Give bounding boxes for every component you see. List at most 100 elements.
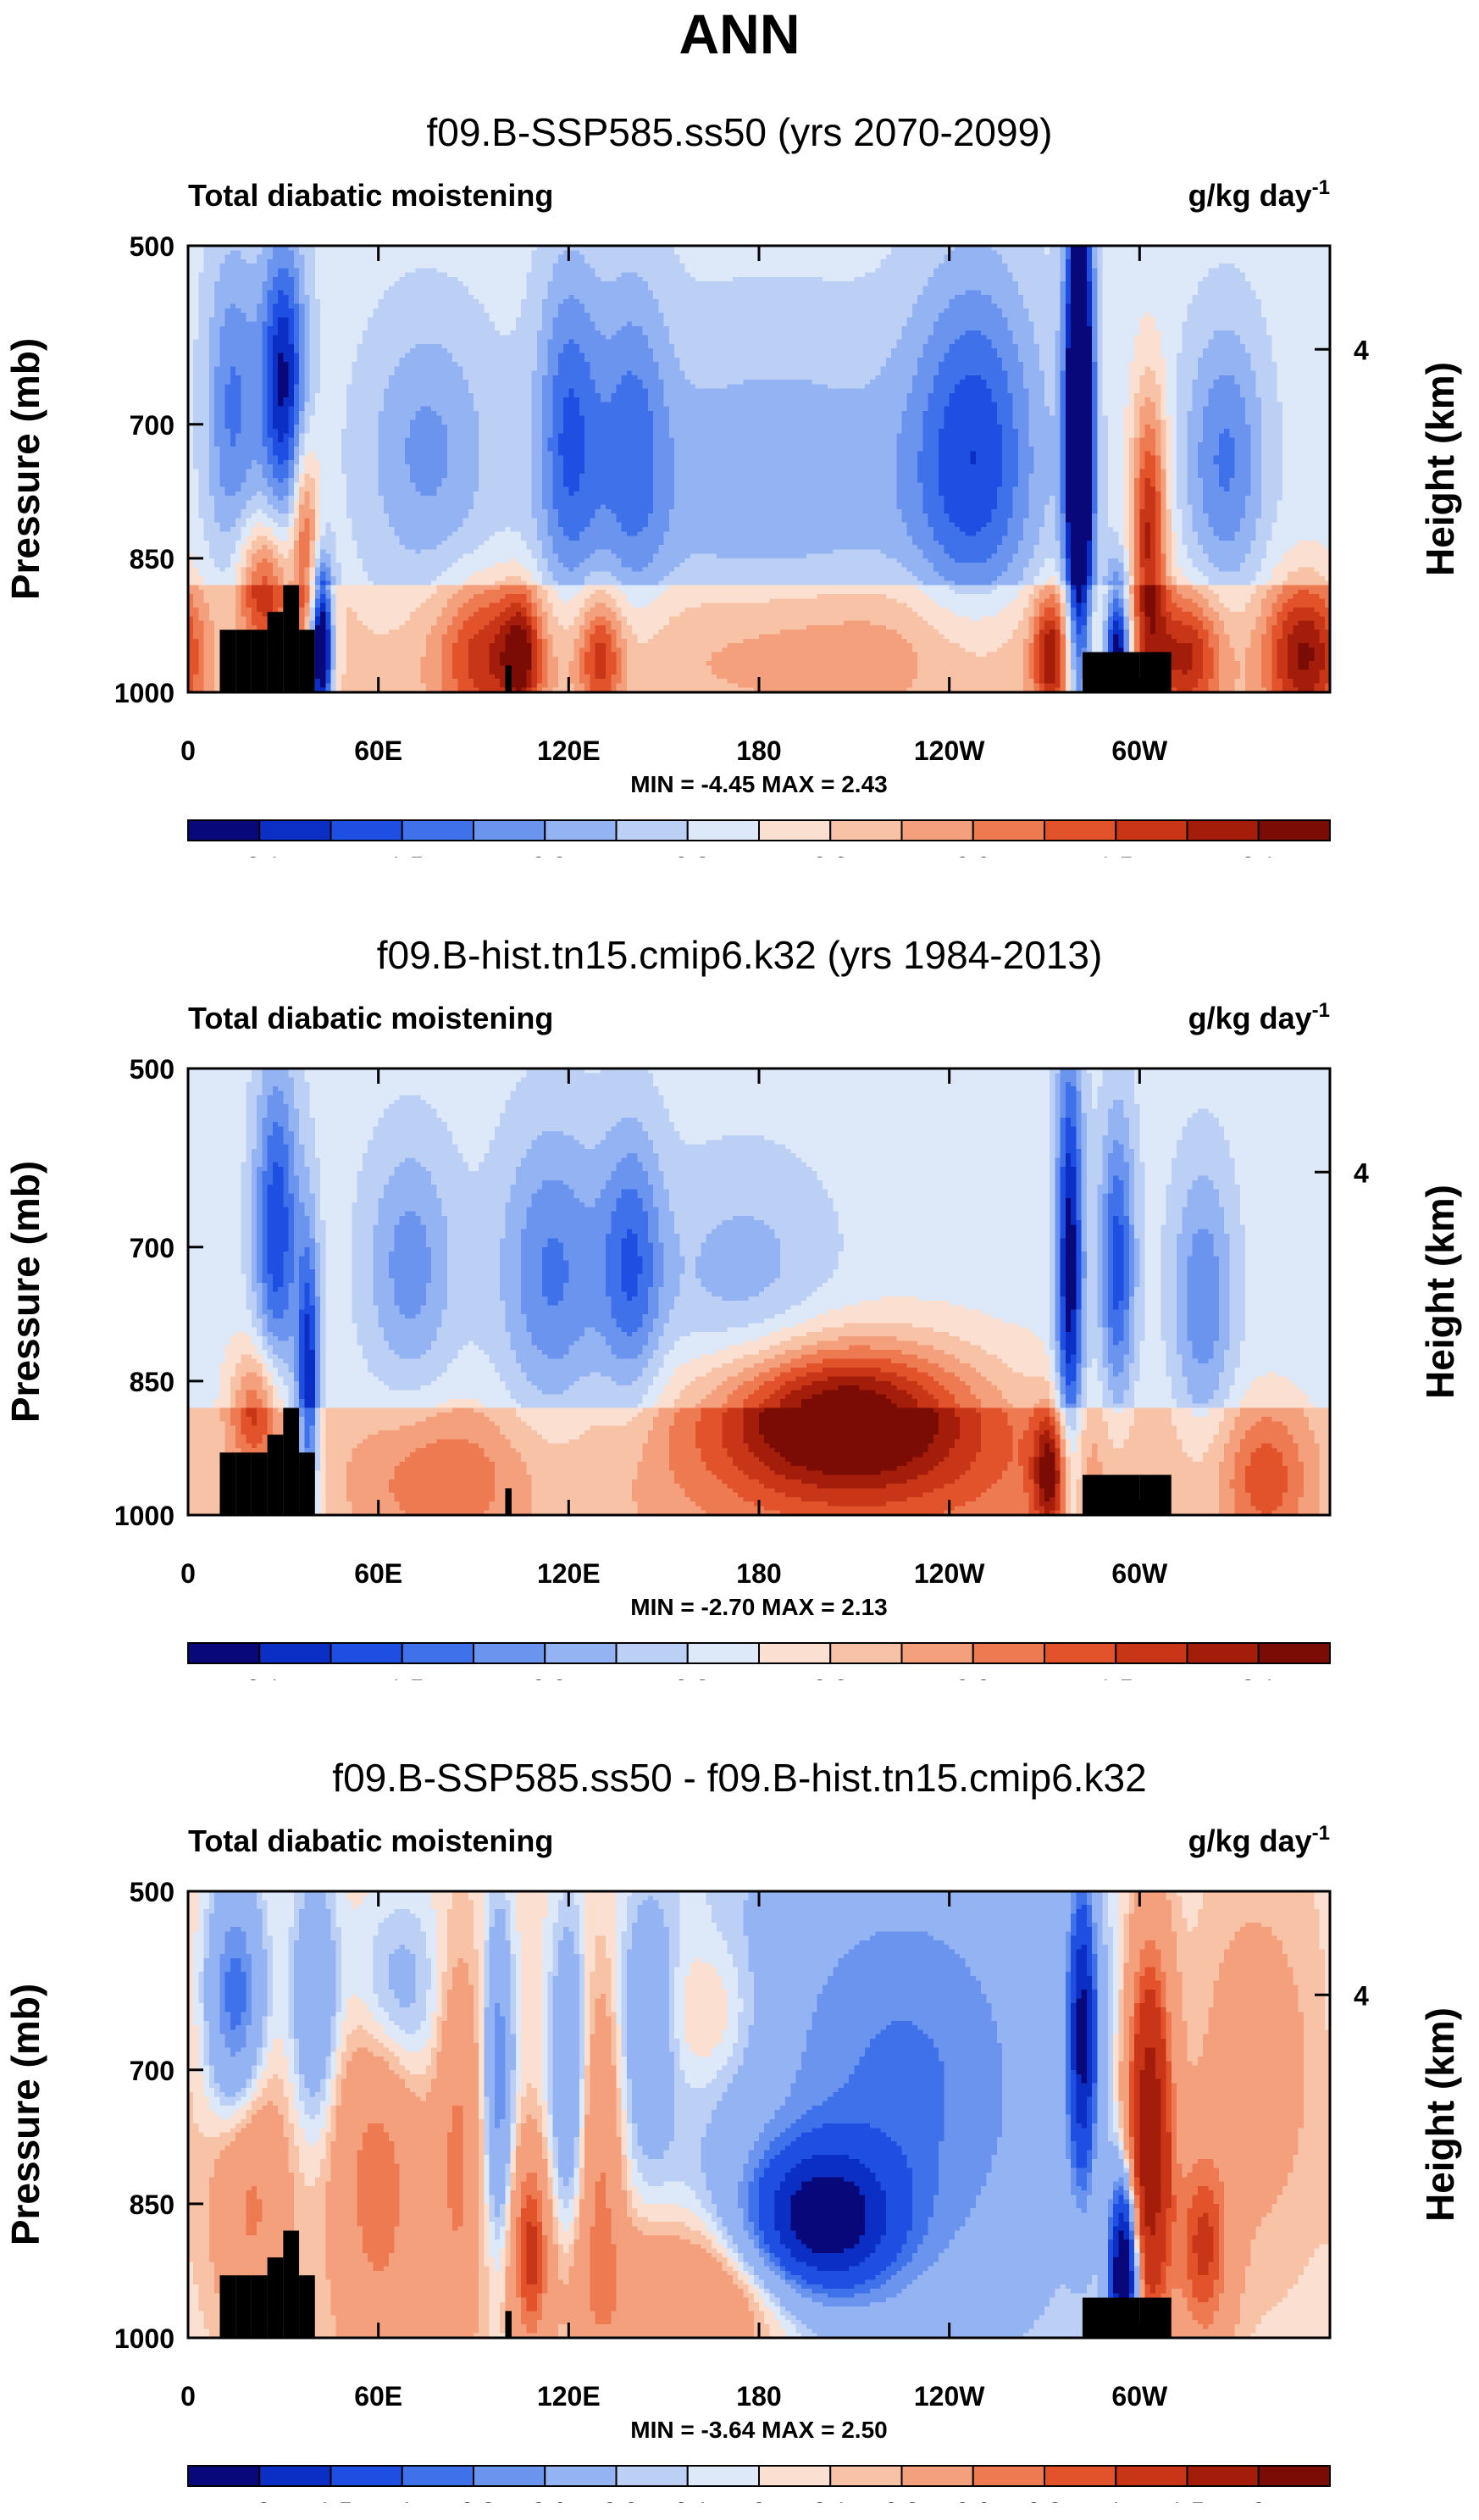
panel-3-stats: MIN = -3.64 MAX = 2.50 (630, 2417, 887, 2443)
panel-3-colorbar-label: 0.8 (1027, 2498, 1062, 2503)
panel-1-ytick-label: 500 (130, 231, 174, 262)
panel-1-colorbar-label: -2.1 (237, 852, 281, 858)
panel-2: f09.B-hist.tn15.cmip6.k32 (yrs 1984-2013… (0, 918, 1479, 1680)
panel-2-colorbar-label: -0.9 (523, 1675, 567, 1680)
panel-3-colorbar-label: 0.1 (812, 2498, 848, 2503)
panel-1-xtick-label: 120W (914, 735, 985, 766)
panel-2-units-label: g/kg day-1 (1188, 999, 1330, 1035)
panel-3-colorbar-label: -0.6 (523, 2498, 567, 2503)
panel-3-colorbar-label: 1.5 (1170, 2498, 1205, 2503)
panel-3-xtick-label: 180 (736, 2381, 781, 2412)
panel-1-colorbar-swatch (1186, 819, 1260, 841)
panel-2-title: f09.B-hist.tn15.cmip6.k32 (yrs 1984-2013… (377, 933, 1103, 977)
panel-2-colorbar-swatch (330, 1642, 403, 1664)
panel-3-ylabel: Pressure (mb) (3, 1984, 47, 2245)
panel-3-colorbar-swatch (686, 2465, 760, 2487)
panel-3-colorbar-label: -2 (248, 2498, 271, 2503)
panel-1-ylabel-right: Height (km) (1418, 362, 1462, 576)
panel-2-ylabel-right: Height (km) (1418, 1185, 1462, 1399)
panel-3-terrain (219, 2230, 1172, 2338)
panel-3-ytick-label: 500 (130, 1877, 174, 1907)
panel-1-colorbar-swatch (258, 819, 332, 841)
panel-2-colorbar-swatch (401, 1642, 474, 1664)
panel-2-colorbar-swatch (829, 1642, 903, 1664)
panel-2-colorbar-swatch (900, 1642, 974, 1664)
panel-2-colorbar-swatch (972, 1642, 1045, 1664)
panel-1-ylabel: Pressure (mb) (3, 338, 47, 600)
panel-2-colorbar-swatch (615, 1642, 689, 1664)
panel-2-colorbar-swatch (1115, 1642, 1188, 1664)
panel-3-xtick-label: 60W (1111, 2381, 1168, 2412)
panel-3-colorbar (187, 2465, 1331, 2487)
panel-2-colorbar-label: 0.3 (812, 1675, 848, 1680)
panel-3-colorbar-swatch (900, 2465, 974, 2487)
panel-3: f09.B-SSP585.ss50 - f09.B-hist.tn15.cmip… (0, 1740, 1479, 2503)
panel-1-stats: MIN = -4.45 MAX = 2.43 (630, 771, 887, 797)
panel-1-yright-tick-label: 4 (1354, 335, 1369, 365)
panel-2-xtick-label: 0 (180, 1558, 196, 1589)
panel-1-colorbar-label: -1.5 (380, 852, 424, 858)
panel-1-colorbar-swatch (544, 819, 618, 841)
panel-2-colorbar-swatch (544, 1642, 618, 1664)
panel-3-colorbar-swatch (758, 2465, 832, 2487)
panel-3-colorbar-swatch (1044, 2465, 1117, 2487)
panel-2-colorbar (187, 1642, 1331, 1664)
panel-2-ytick-label: 1000 (114, 1501, 174, 1531)
panel-2-stats: MIN = -2.70 MAX = 2.13 (630, 1594, 887, 1620)
panel-1-colorbar-swatch (401, 819, 474, 841)
panel-1-colorbar (187, 819, 1331, 841)
panel-1: f09.B-SSP585.ss50 (yrs 2070-2099) Total d… (0, 95, 1479, 858)
panel-3-colorbar-label: -1 (391, 2498, 413, 2503)
panel-2-colorbar-swatch (686, 1642, 760, 1664)
panel-1-ytick-label: 850 (130, 544, 174, 574)
panel-2-xtick-label: 60W (1111, 1558, 1168, 1589)
panel-3-ytick-label: 850 (130, 2190, 174, 2220)
panel-3-title: f09.B-SSP585.ss50 - f09.B-hist.tn15.cmip… (332, 1756, 1146, 1800)
panel-3-colorbar-label: -0.8 (451, 2498, 496, 2503)
panel-2-ytick-label: 700 (130, 1233, 174, 1263)
panel-1-colorbar-label: -0.3 (666, 852, 710, 858)
panel-2-colorbar-label: -2.1 (237, 1675, 281, 1680)
panel-3-colorbar-swatch (187, 2465, 261, 2487)
panel-1-ytick-label: 700 (130, 410, 174, 441)
panel-3-colorbar-swatch (1186, 2465, 1260, 2487)
panel-1-units-label: g/kg day-1 (1188, 176, 1330, 213)
panel-1-chart: f09.B-SSP585.ss50 (yrs 2070-2099) Total d… (3, 110, 1462, 858)
panel-1-colorbar-label: 0.3 (812, 852, 848, 858)
panel-1-colorbar-swatch (686, 819, 760, 841)
panel-1-field (188, 246, 1331, 693)
panel-1-colorbar-swatch (758, 819, 832, 841)
panel-1-colorbar-label: 2.1 (1241, 852, 1277, 858)
panel-2-xtick-label: 60E (354, 1558, 402, 1589)
panel-2-left-label: Total diabatic moistening (188, 1001, 553, 1035)
panel-1-colorbar-swatch (1257, 819, 1331, 841)
panel-1-colorbar-swatch (1044, 819, 1117, 841)
panel-1-colorbar-swatch (473, 819, 546, 841)
panel-3-colorbar-swatch (1257, 2465, 1331, 2487)
panel-1-colorbar-swatch (615, 819, 689, 841)
panel-2-ytick-label: 500 (130, 1054, 174, 1085)
panel-3-xtick-label: 60E (354, 2381, 402, 2412)
panel-2-colorbar-label: 1.5 (1098, 1675, 1133, 1680)
panel-2-colorbar-swatch (187, 1642, 261, 1664)
panel-1-colorbar-label: 1.5 (1098, 852, 1133, 858)
panel-2-xtick-label: 180 (736, 1558, 781, 1589)
figure-title: ANN (679, 3, 800, 65)
panel-1-terrain (219, 585, 1172, 692)
panel-3-xtick-label: 120E (537, 2381, 601, 2412)
panel-1-xtick-label: 60W (1111, 735, 1168, 766)
panel-1-xtick-label: 0 (180, 735, 196, 766)
panel-2-colorbar-swatch (1044, 1642, 1117, 1664)
panel-2-colorbar-label: 2.1 (1241, 1675, 1277, 1680)
panel-1-colorbar-swatch (1115, 819, 1188, 841)
panel-3-units-label: g/kg day-1 (1188, 1822, 1330, 1858)
panel-1-colorbar-swatch (900, 819, 974, 841)
panel-1-colorbar-swatch (187, 819, 261, 841)
panel-3-ytick-label: 700 (130, 2056, 174, 2086)
panel-3-ylabel-right: Height (km) (1418, 2007, 1462, 2222)
panel-3-left-label: Total diabatic moistening (188, 1823, 553, 1858)
panel-3-xtick-label: 120W (914, 2381, 985, 2412)
panel-3-colorbar-label: -0.2 (595, 2498, 639, 2503)
panel-1-colorbar-swatch (972, 819, 1045, 841)
panel-2-terrain (219, 1407, 1172, 1515)
